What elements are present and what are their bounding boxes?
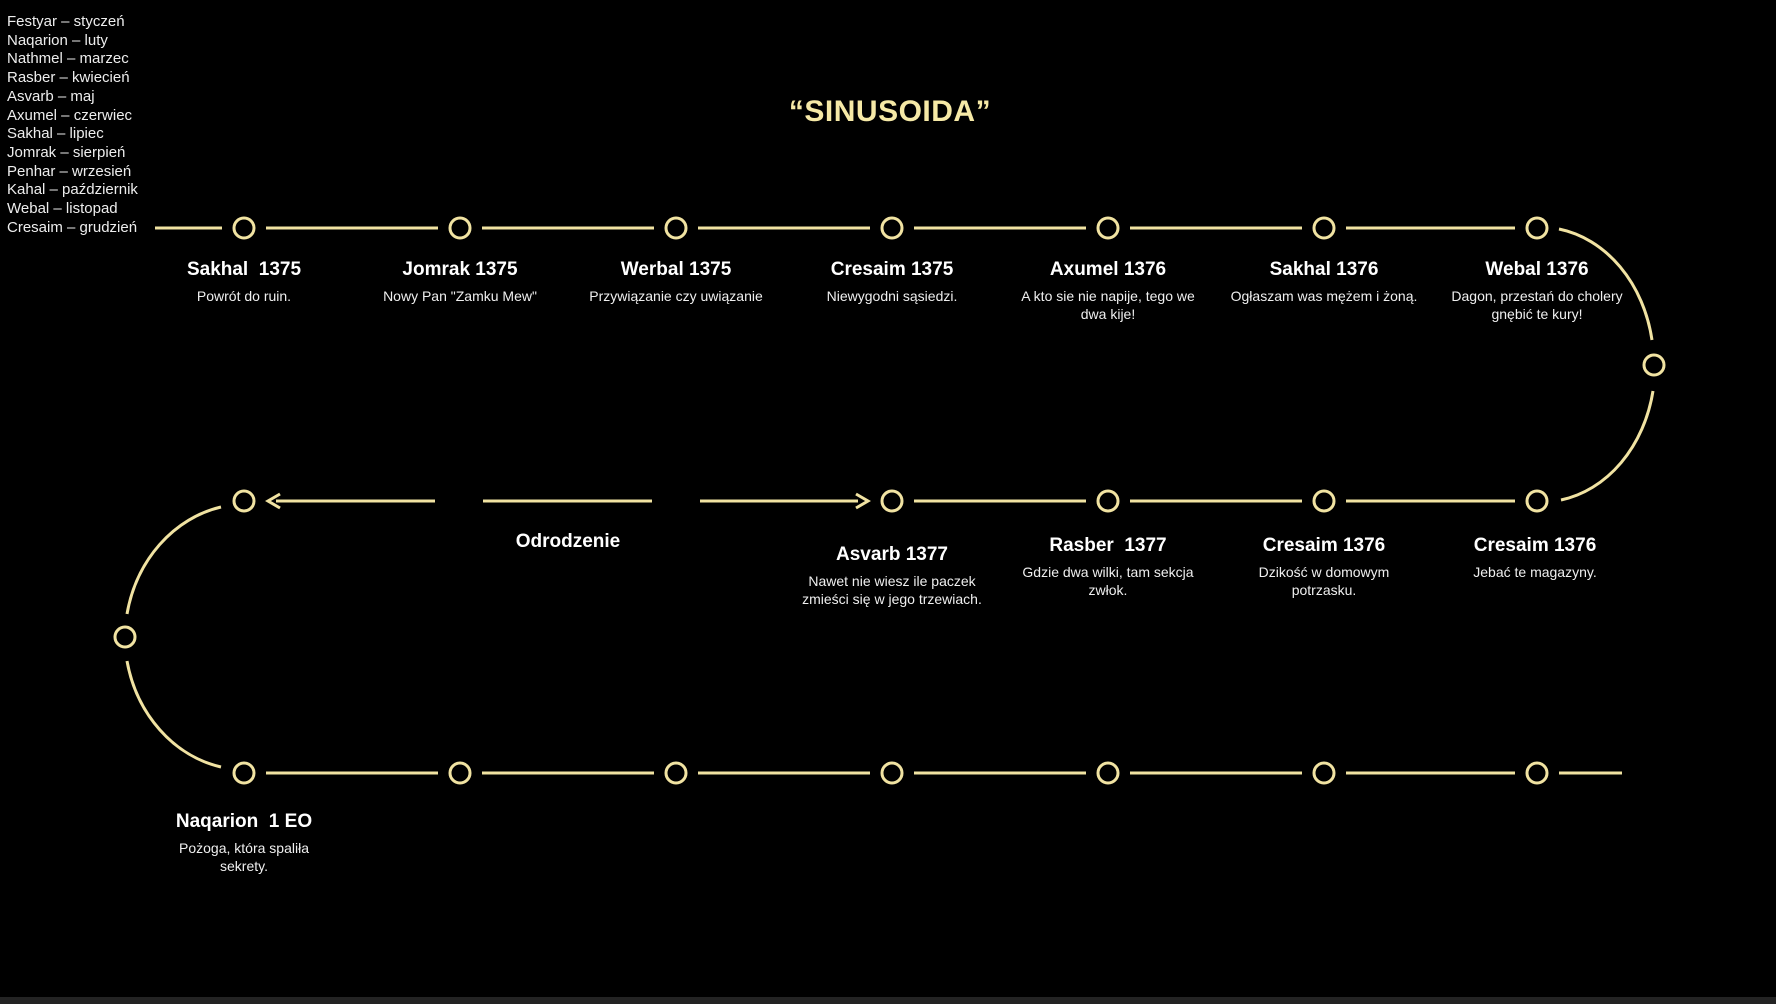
timeline-node-circle[interactable] <box>1525 489 1549 513</box>
timeline-node-circle[interactable] <box>880 216 904 240</box>
node-subtitle: Gdzie dwa wilki, tam sekcja zwłok. <box>1022 564 1194 598</box>
node-title: Naqarion 1 EO <box>175 811 313 832</box>
timeline-node-label[interactable]: Cresaim 1375 Niewygodni sąsiedzi. <box>827 258 958 306</box>
node-title: Odrodzenie <box>515 531 621 552</box>
month-legend: Festyar – styczeń Naqarion – luty Nathme… <box>7 13 138 237</box>
timeline-node-label[interactable]: Axumel 1376 A kto sie nie napije, tego w… <box>1021 258 1196 323</box>
timeline-left-curve <box>125 505 222 769</box>
node-subtitle: Nawet nie wiesz ile paczek zmieści się w… <box>802 573 982 607</box>
node-title: Cresaim 1376 <box>1473 535 1597 556</box>
legend-item: Webal – listopad <box>7 200 118 218</box>
timeline-node-label[interactable]: Sakhal 1376 Ogłaszam was mężem i żoną. <box>1231 258 1418 306</box>
timeline-node-circle[interactable] <box>1525 761 1549 785</box>
timeline-node-circle[interactable] <box>880 761 904 785</box>
timeline-node-circle[interactable] <box>880 489 904 513</box>
timeline-node-label[interactable]: Cresaim 1376 Dzikość w domowym potrzasku… <box>1249 534 1399 599</box>
node-subtitle: Niewygodni sąsiedzi. <box>826 288 958 304</box>
timeline-node-label[interactable]: Webal 1376 Dagon, przestań do cholery gn… <box>1442 258 1632 323</box>
timeline-node-circle[interactable] <box>1312 216 1336 240</box>
timeline-node-label[interactable]: Odrodzenie <box>516 530 621 553</box>
legend-item: Axumel – czerwiec <box>7 106 133 124</box>
timeline-node-circle[interactable] <box>1096 489 1120 513</box>
timeline-node-label[interactable]: Asvarb 1377 Nawet nie wiesz ile paczek z… <box>797 543 987 608</box>
node-subtitle: Pożoga, która spaliła sekrety. <box>179 840 309 874</box>
legend-item: Sakhal – lipiec <box>7 125 104 143</box>
timeline-node-circle[interactable] <box>448 216 472 240</box>
node-title: Jomrak 1375 <box>402 259 518 280</box>
timeline-node-circle[interactable] <box>1096 216 1120 240</box>
timeline-node-circle[interactable] <box>1525 216 1549 240</box>
bottom-edge-strip <box>0 997 1776 1004</box>
timeline-node-circle[interactable] <box>664 216 688 240</box>
diagram-title: “SINUSOIDA” <box>788 95 992 128</box>
node-subtitle: Nowy Pan "Zamku Mew" <box>383 288 537 304</box>
timeline-node-label[interactable]: Naqarion 1 EO Pożoga, która spaliła sekr… <box>169 810 319 875</box>
node-subtitle: A kto sie nie napije, tego we dwa kije! <box>1021 288 1195 322</box>
node-subtitle: Dzikość w domowym potrzasku. <box>1258 564 1390 598</box>
timeline-node-label[interactable]: Jomrak 1375 Nowy Pan "Zamku Mew" <box>383 258 537 306</box>
timeline-node-circle[interactable] <box>232 216 256 240</box>
legend-item: Kahal – październik <box>7 181 138 199</box>
timeline-node-label[interactable]: Cresaim 1376 Jebać te magazyny. <box>1473 534 1596 582</box>
timeline-node-label[interactable]: Werbal 1375 Przywiązanie czy uwiązanie <box>589 258 763 306</box>
timeline-node-circle[interactable] <box>232 489 256 513</box>
legend-item: Asvarb – maj <box>7 87 95 105</box>
node-subtitle: Jebać te magazyny. <box>1473 564 1597 580</box>
legend-item: Rasber – kwiecień <box>7 69 130 87</box>
timeline-node-circle[interactable] <box>1642 353 1666 377</box>
node-subtitle: Przywiązanie czy uwiązanie <box>589 288 763 304</box>
timeline-node-circle[interactable] <box>1312 761 1336 785</box>
timeline-node-circle[interactable] <box>113 625 137 649</box>
timeline-right-curve <box>1558 227 1655 502</box>
node-subtitle: Powrót do ruin. <box>196 288 292 304</box>
timeline-node-circle[interactable] <box>1312 489 1336 513</box>
node-title: Asvarb 1377 <box>836 544 948 565</box>
timeline-node-circle[interactable] <box>1096 761 1120 785</box>
legend-item: Naqarion – luty <box>7 31 108 49</box>
node-title: Sakhal 1375 <box>186 259 302 280</box>
legend-item: Nathmel – marzec <box>7 50 129 68</box>
legend-item: Penhar – wrzesień <box>7 162 132 180</box>
arrow-right-icon <box>855 492 871 510</box>
legend-item: Festyar – styczeń <box>7 13 125 30</box>
timeline-node-circle[interactable] <box>232 761 256 785</box>
node-title: Axumel 1376 <box>1049 259 1167 280</box>
timeline-node-circle[interactable] <box>448 761 472 785</box>
arrow-left-icon <box>265 492 281 510</box>
node-title: Webal 1376 <box>1485 259 1589 280</box>
timeline-node-label[interactable]: Rasber 1377 Gdzie dwa wilki, tam sekcja … <box>1013 534 1203 599</box>
node-title: Cresaim 1375 <box>830 259 954 280</box>
node-title: Werbal 1375 <box>620 259 732 280</box>
legend-item: Jomrak – sierpień <box>7 143 126 161</box>
legend-item: Cresaim – grudzień <box>7 218 138 236</box>
node-title: Sakhal 1376 <box>1269 259 1379 280</box>
node-title: Cresaim 1376 <box>1262 535 1386 556</box>
timeline-node-circle[interactable] <box>664 761 688 785</box>
timeline-node-label[interactable]: Sakhal 1375 Powrót do ruin. <box>187 258 301 306</box>
node-title: Rasber 1377 <box>1049 535 1167 556</box>
node-subtitle: Dagon, przestań do cholery gnębić te kur… <box>1451 288 1623 322</box>
node-subtitle: Ogłaszam was mężem i żoną. <box>1230 288 1418 304</box>
